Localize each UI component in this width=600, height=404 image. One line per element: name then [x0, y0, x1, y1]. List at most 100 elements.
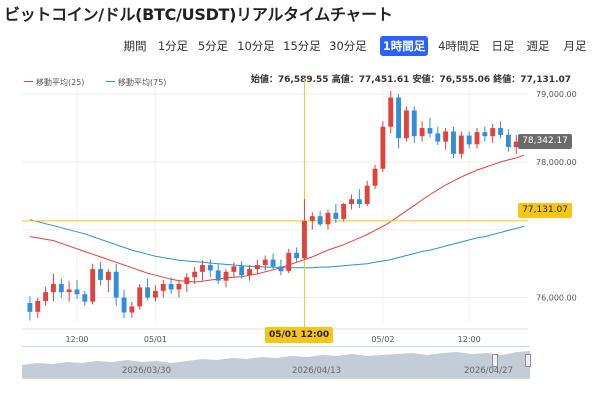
candle-body [35, 300, 41, 312]
period-15min[interactable]: 15分足 [283, 39, 321, 53]
candle-body [427, 128, 433, 134]
candle-body [121, 297, 127, 313]
period-weekly[interactable]: 週足 [526, 39, 550, 53]
candle-body [403, 110, 409, 139]
candle-body [74, 289, 80, 295]
legend-ma25[interactable]: 移動平均(25) [24, 77, 84, 88]
candle-body [145, 287, 151, 298]
candle-body [411, 110, 417, 137]
candle-body [451, 131, 456, 154]
period-4hour[interactable]: 4時間足 [438, 39, 480, 53]
candle-body [435, 133, 441, 142]
candle-body [90, 269, 96, 302]
candle-body [513, 141, 519, 148]
candle-body [58, 284, 64, 293]
candle-body [356, 199, 362, 204]
candle-body [482, 132, 488, 137]
x-tick-label: 12:00 [65, 335, 88, 344]
candle-body [129, 306, 135, 313]
ma25-swatch [24, 81, 33, 82]
candle-body [247, 269, 252, 276]
candle-body [66, 289, 72, 293]
ma75-swatch [106, 81, 115, 82]
candle-body [317, 216, 323, 225]
navigator-mini-chart [22, 351, 530, 378]
candle-body [137, 287, 143, 307]
candle-body [364, 185, 370, 204]
ma75-line [29, 219, 525, 269]
page-title: ビットコイン/ドル(BTC/USDT)リアルタイムチャート [4, 5, 393, 24]
candle-body [309, 216, 315, 221]
candle-body [333, 212, 339, 219]
period-1hour[interactable]: 1時間足 [380, 36, 428, 56]
period-5min[interactable]: 5分足 [197, 39, 229, 53]
candle-body [152, 290, 158, 298]
navigator-date-3: 2026/04/27 [464, 366, 513, 376]
x-tick-label: 05/01 [144, 335, 167, 344]
period-selector: 期間 1分足 5分足 10分足 15分足 30分足 1時間足 4時間足 日足 週… [118, 36, 600, 56]
candle-body [302, 220, 307, 259]
candle-body [278, 266, 284, 272]
crosshair-price-tag: 77,131.07 [518, 203, 572, 218]
y-tick-label: 78,000.00 [536, 158, 577, 167]
candle-body [207, 265, 213, 271]
candle-body [223, 271, 229, 281]
y-tick-label: 76,000.00 [536, 294, 577, 303]
candle-body [239, 266, 245, 276]
candle-body [51, 284, 56, 293]
candle-body [325, 212, 331, 225]
navigator-divider [22, 378, 530, 379]
navigator-right-handle[interactable] [525, 354, 531, 367]
crosshair-time-tag: 05/01 12:00 [265, 327, 334, 343]
period-1min[interactable]: 1分足 [157, 39, 189, 53]
period-daily[interactable]: 日足 [491, 39, 515, 53]
period-30min[interactable]: 30分足 [329, 39, 367, 53]
candle-body [505, 134, 511, 148]
candle-body [388, 97, 394, 127]
candle-body [443, 131, 449, 142]
candle-body [200, 265, 205, 272]
x-tick-label: 05/02 [371, 335, 394, 344]
candle-body [286, 252, 292, 272]
candle-body [466, 135, 472, 145]
candle-body [458, 135, 464, 154]
candle-body [380, 126, 386, 169]
x-tick-label: 12:00 [458, 335, 481, 344]
navigator-date-2: 2026/04/13 [292, 366, 341, 376]
candle-body [372, 168, 378, 186]
candle-body [396, 97, 402, 139]
candle-body [262, 259, 268, 266]
candle-body [192, 271, 198, 278]
period-monthly[interactable]: 月足 [563, 39, 587, 53]
legend-ma75[interactable]: 移動平均(75) [106, 77, 166, 88]
navigator-left-handle[interactable] [492, 354, 498, 367]
candle-body [113, 271, 119, 298]
period-10min[interactable]: 10分足 [237, 39, 275, 53]
candle-body [98, 269, 103, 280]
last-price-tag: 78,342.17 [518, 134, 572, 149]
legend-ma75-label: 移動平均(75) [118, 78, 167, 87]
y-tick-label: 79,000.00 [536, 90, 577, 99]
candle-body [82, 294, 88, 302]
candle-body [254, 265, 260, 270]
candle-body [168, 284, 174, 290]
candle-body [176, 284, 182, 290]
candle-body [105, 271, 111, 280]
candle-body [43, 292, 49, 301]
navigator-date-1: 2026/03/30 [122, 366, 171, 376]
candle-body [349, 199, 354, 204]
candle-body [341, 204, 347, 219]
candle-body [215, 270, 221, 281]
ohlc-readout: 始値：76,589.55 高値：77,451.61 安値：76,555.06 終… [250, 75, 571, 85]
candle-body [419, 128, 425, 137]
period-range[interactable]: 期間 [123, 39, 147, 53]
range-navigator[interactable]: 2026/03/30 2026/04/13 2026/04/27 [22, 346, 531, 378]
ma25-line [29, 154, 525, 283]
candle-body [294, 252, 300, 259]
legend-ma25-label: 移動平均(25) [36, 78, 85, 87]
candle-body [184, 277, 190, 285]
candle-body [270, 259, 276, 267]
candle-body [231, 266, 237, 272]
candle-body [27, 303, 33, 312]
